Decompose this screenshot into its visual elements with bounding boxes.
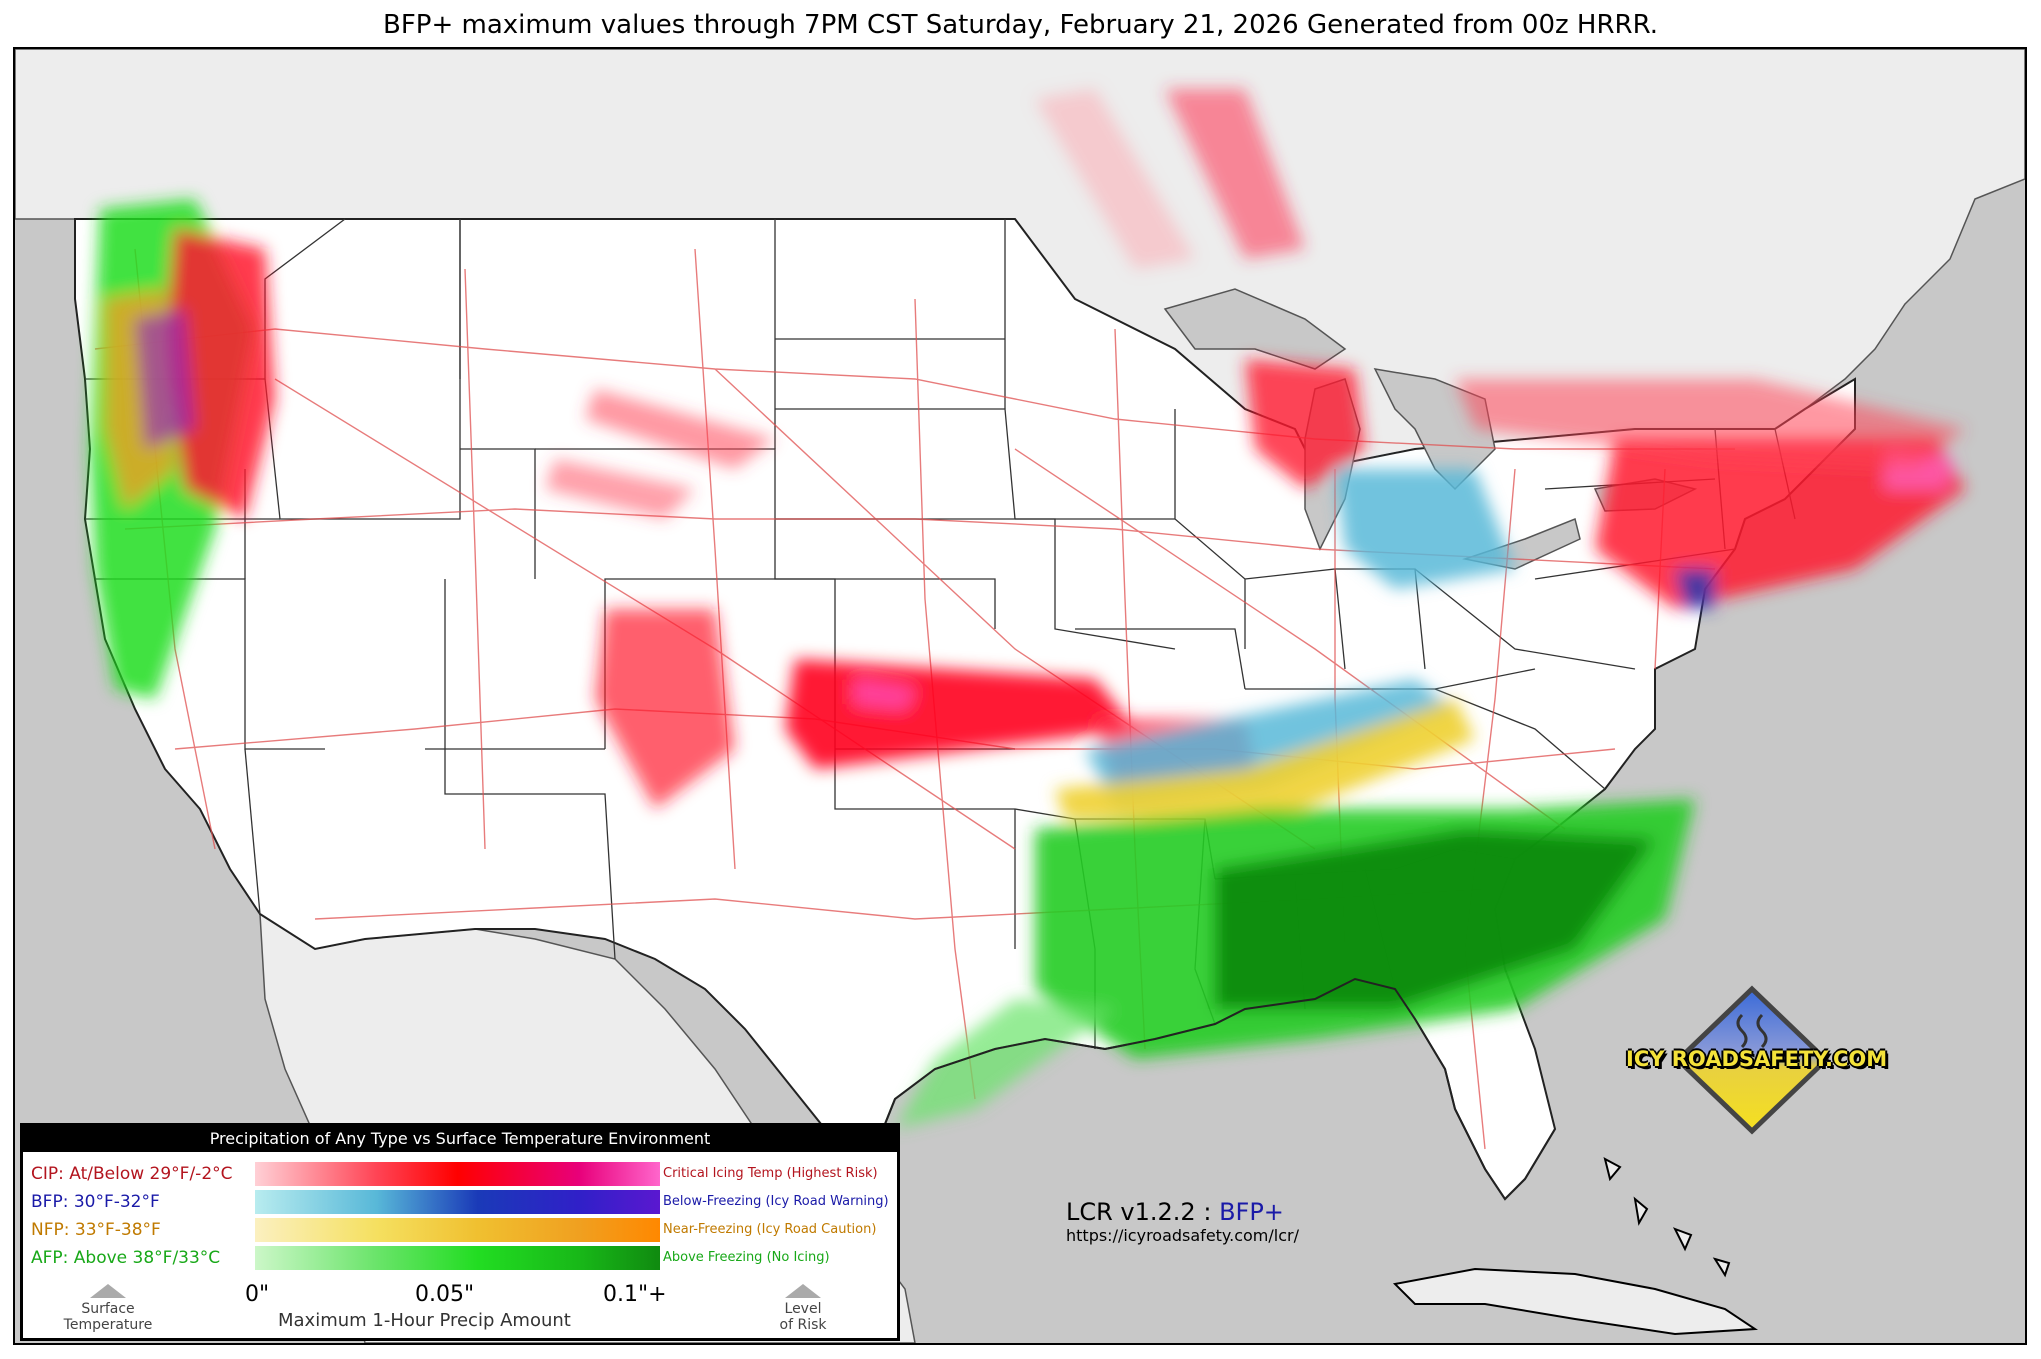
precip-canada-pink [1035,89,1195,269]
level-of-risk-line1: Level [784,1301,822,1317]
up-arrow-icon [785,1284,821,1298]
legend-bfp-label: BFP: 30°F-32°F [31,1192,160,1212]
level-of-risk-indicator: Level of Risk [743,1284,863,1333]
logo-text: ICY ROADSAFETY.COM [1626,1047,1888,1071]
precip-plains-mid [545,459,695,519]
legend-axis-label: Maximum 1-Hour Precip Amount [278,1310,571,1331]
precip-northeast-red [1595,439,1965,609]
legend-afp-desc: Above Freezing (No Icing) [663,1250,830,1265]
precip-glakes-blue [1335,469,1515,589]
legend-cip-label: CIP: At/Below 29°F/-2°C [31,1164,233,1184]
surface-temperature-line2: Temperature [63,1317,153,1333]
legend-tick-max: 0.1"+ [603,1282,667,1307]
cuba-land [1392,1267,1759,1336]
precip-glakes-red [1245,359,1365,489]
precip-rockies [595,609,735,809]
precip-nw-purple [135,309,195,449]
precip-nw-red [165,229,275,519]
legend-afp-label: AFP: Above 38°F/33°C [31,1248,221,1268]
level-of-risk-line2: of Risk [779,1317,827,1333]
version-product: BFP+ [1219,1198,1284,1226]
precip-texas-green [895,999,1115,1129]
up-arrow-icon [90,1284,126,1298]
bahamas-islands [1603,1157,1731,1278]
gulf-coastline [873,977,1556,1210]
precip-ne-blue [1675,569,1715,609]
version-code: LCR v1.2.2 : [1066,1198,1212,1226]
version-url: https://icyroadsafety.com/lcr/ [1066,1226,1299,1245]
precip-canada-streak [1165,89,1305,259]
legend-bfp-desc: Below-Freezing (Icy Road Warning) [663,1194,889,1209]
map-title: BFP+ maximum values through 7PM CST Satu… [382,10,1659,40]
version-text: LCR v1.2.2 : BFP+ [1066,1197,1284,1227]
surface-temperature-line1: Surface [81,1301,135,1317]
legend-tick-0: 0" [245,1282,270,1307]
legend-cip-desc: Critical Icing Temp (Highest Risk) [663,1166,878,1181]
legend-nfp-desc: Near-Freezing (Icy Road Caution) [663,1222,877,1237]
logo-diamond-icon [1674,985,1830,1135]
legend-cip-bar [255,1162,660,1186]
legend-bfp-bar [255,1190,660,1214]
precip-ohio-yellow [1055,699,1475,819]
legend-tick-mid: 0.05" [415,1282,475,1307]
precip-central-pink [855,679,915,709]
precip-southeast-dark [1215,829,1655,1009]
surface-temperature-indicator: Surface Temperature [48,1284,168,1333]
precip-shading [90,89,1965,1129]
precip-canada-band [1455,379,1965,469]
legend-nfp-bar [255,1218,660,1242]
legend-afp-bar [255,1246,660,1270]
icyroadsafety-logo: ICY ROADSAFETY.COM [1602,985,1902,1135]
legend: Precipitation of Any Type vs Surface Tem… [20,1123,900,1341]
legend-header: Precipitation of Any Type vs Surface Tem… [23,1126,897,1152]
legend-nfp-label: NFP: 33°F-38°F [31,1220,161,1240]
precip-plains-north [585,389,775,469]
